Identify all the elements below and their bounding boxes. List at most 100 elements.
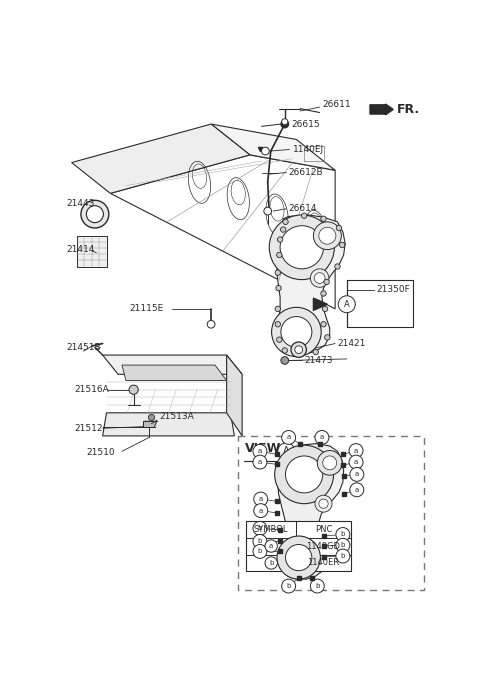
- Text: a: a: [355, 487, 359, 493]
- Text: 21115E: 21115E: [130, 304, 164, 313]
- Text: 26614: 26614: [288, 204, 317, 213]
- Text: a: a: [355, 471, 359, 477]
- Text: a: a: [258, 459, 262, 465]
- Circle shape: [269, 215, 335, 280]
- Circle shape: [254, 504, 268, 518]
- Text: b: b: [315, 583, 320, 589]
- Text: 21443: 21443: [66, 199, 95, 208]
- Circle shape: [319, 499, 328, 508]
- Circle shape: [253, 535, 267, 548]
- Text: b: b: [258, 539, 262, 544]
- Text: VIEW: VIEW: [244, 442, 281, 455]
- Polygon shape: [103, 413, 234, 436]
- Text: a: a: [320, 434, 324, 441]
- Circle shape: [277, 237, 283, 242]
- Text: 21421: 21421: [337, 339, 366, 348]
- Text: a: a: [259, 496, 263, 502]
- Circle shape: [265, 540, 277, 552]
- Text: 21451B: 21451B: [66, 343, 101, 352]
- Circle shape: [253, 455, 267, 469]
- Circle shape: [298, 351, 303, 357]
- Polygon shape: [72, 124, 250, 193]
- Circle shape: [282, 430, 296, 445]
- Text: 1140ER: 1140ER: [307, 558, 339, 567]
- Circle shape: [336, 538, 350, 552]
- Circle shape: [313, 222, 341, 249]
- Circle shape: [272, 307, 321, 357]
- Circle shape: [253, 522, 267, 535]
- Text: 21510: 21510: [86, 448, 115, 458]
- Bar: [238, 436, 424, 590]
- Circle shape: [86, 206, 103, 223]
- Circle shape: [350, 467, 364, 481]
- Text: FR.: FR.: [397, 104, 420, 116]
- Text: 1140EJ: 1140EJ: [292, 145, 324, 154]
- Circle shape: [319, 227, 336, 244]
- Circle shape: [276, 337, 282, 343]
- Circle shape: [281, 121, 288, 128]
- Circle shape: [276, 285, 281, 291]
- Circle shape: [282, 118, 288, 125]
- Circle shape: [314, 272, 325, 283]
- Text: a: a: [259, 507, 263, 513]
- Text: 21350F: 21350F: [376, 285, 410, 294]
- Circle shape: [278, 443, 295, 460]
- Circle shape: [335, 264, 340, 269]
- Text: b: b: [258, 525, 262, 531]
- Circle shape: [286, 456, 323, 493]
- Circle shape: [129, 385, 138, 394]
- Circle shape: [317, 451, 342, 475]
- Text: A: A: [283, 446, 289, 456]
- Circle shape: [313, 349, 318, 355]
- Circle shape: [281, 357, 288, 364]
- Circle shape: [336, 225, 342, 231]
- Circle shape: [282, 579, 296, 593]
- Circle shape: [280, 227, 286, 232]
- Circle shape: [321, 321, 326, 327]
- Circle shape: [148, 414, 155, 421]
- Circle shape: [323, 456, 336, 470]
- Polygon shape: [277, 215, 345, 354]
- Text: a: a: [258, 448, 262, 454]
- Text: b: b: [341, 542, 345, 548]
- Circle shape: [281, 317, 312, 347]
- Circle shape: [277, 536, 321, 579]
- Circle shape: [301, 213, 307, 219]
- Circle shape: [276, 252, 282, 257]
- Circle shape: [253, 545, 267, 558]
- Text: SYMBOL: SYMBOL: [254, 524, 288, 534]
- Circle shape: [275, 321, 280, 327]
- Circle shape: [275, 445, 334, 504]
- Text: a: a: [354, 447, 358, 454]
- Text: 21513A: 21513A: [159, 412, 194, 421]
- Circle shape: [350, 483, 364, 496]
- Text: 21512: 21512: [74, 424, 102, 432]
- Polygon shape: [313, 298, 327, 311]
- Circle shape: [323, 306, 328, 312]
- Text: b: b: [341, 531, 345, 537]
- Circle shape: [81, 200, 109, 228]
- Circle shape: [280, 225, 324, 269]
- Polygon shape: [122, 365, 227, 381]
- Circle shape: [324, 279, 329, 285]
- Text: b: b: [258, 548, 262, 554]
- Circle shape: [338, 296, 355, 313]
- Text: 26611: 26611: [322, 100, 350, 110]
- Text: b: b: [269, 560, 274, 566]
- Text: 26615: 26615: [291, 120, 320, 129]
- Text: 21473: 21473: [304, 356, 333, 365]
- Circle shape: [321, 216, 326, 221]
- Circle shape: [324, 334, 330, 340]
- Polygon shape: [143, 421, 157, 427]
- Circle shape: [291, 342, 306, 358]
- Circle shape: [339, 242, 345, 248]
- Circle shape: [275, 306, 280, 312]
- Circle shape: [311, 269, 329, 287]
- Circle shape: [282, 348, 288, 353]
- Text: 21414: 21414: [66, 245, 95, 254]
- Bar: [347, 281, 413, 327]
- Circle shape: [315, 495, 332, 512]
- Circle shape: [349, 455, 363, 469]
- Circle shape: [295, 346, 302, 353]
- Circle shape: [253, 445, 267, 458]
